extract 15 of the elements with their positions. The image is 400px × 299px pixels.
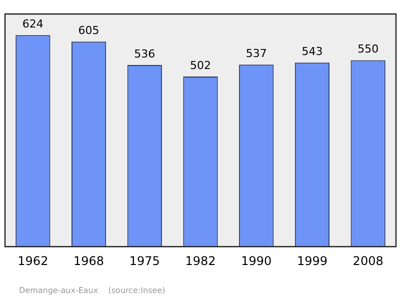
data-label: 502 bbox=[190, 58, 211, 72]
data-label: 624 bbox=[22, 18, 44, 31]
x-tick-label: 1982 bbox=[185, 254, 216, 268]
data-label: 605 bbox=[78, 24, 100, 37]
text: Demange-aux-Eaux (source:Insee) bbox=[19, 286, 166, 295]
x-tick-label: 1975 bbox=[129, 254, 160, 268]
x-tick-label: 1962 bbox=[18, 254, 48, 268]
data-label: 536 bbox=[134, 47, 156, 60]
x-tick-label: 1968 bbox=[74, 254, 104, 268]
x-tick-label: 2008 bbox=[352, 254, 384, 268]
data-label: 543 bbox=[302, 44, 323, 58]
data-label: 537 bbox=[246, 46, 267, 60]
data-label: 550 bbox=[358, 42, 379, 56]
x-tick-label: 1990 bbox=[241, 254, 272, 268]
x-tick-label: 1999 bbox=[296, 254, 328, 268]
